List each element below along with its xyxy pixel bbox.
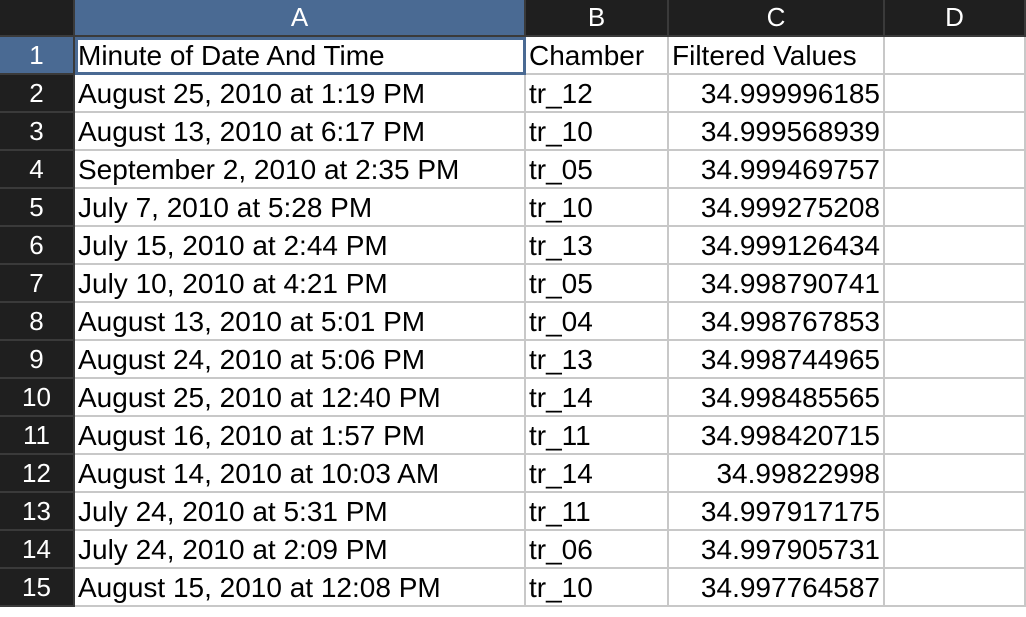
cell-chamber[interactable]: tr_10	[526, 113, 669, 151]
row-header[interactable]: 12	[0, 455, 75, 493]
table-row: 5 July 7, 2010 at 5:28 PM tr_10 34.99927520…	[0, 189, 1026, 227]
cell-date-time[interactable]: September 2, 2010 at 2:35 PM	[75, 151, 526, 189]
cell-d[interactable]	[885, 493, 1026, 531]
cell-d[interactable]	[885, 303, 1026, 341]
cell-filtered-value[interactable]: 34.999275208	[669, 189, 885, 227]
cell-chamber[interactable]: tr_12	[526, 75, 669, 113]
cell-chamber[interactable]: tr_13	[526, 341, 669, 379]
cell-filtered-value[interactable]: 34.99822998	[669, 455, 885, 493]
table-row: 6 July 15, 2010 at 2:44 PM tr_13 34.9991264…	[0, 227, 1026, 265]
row-header[interactable]: 13	[0, 493, 75, 531]
cell-filtered-value[interactable]: 34.999996185	[669, 75, 885, 113]
cell-date-time[interactable]: August 24, 2010 at 5:06 PM	[75, 341, 526, 379]
cell-date-time[interactable]: July 15, 2010 at 2:44 PM	[75, 227, 526, 265]
cell-date-time[interactable]: August 13, 2010 at 5:01 PM	[75, 303, 526, 341]
table-row: 1 Minute of Date And Time Chamber Filter…	[0, 37, 1026, 75]
data-rows: 2 August 25, 2010 at 1:19 PM tr_12 34.99999…	[0, 75, 1026, 607]
cell-date-time[interactable]: July 24, 2010 at 5:31 PM	[75, 493, 526, 531]
cell-chamber[interactable]: tr_04	[526, 303, 669, 341]
table-row: 15 August 15, 2010 at 12:08 PM tr_10 34.997…	[0, 569, 1026, 607]
column-header-a[interactable]: A	[75, 0, 526, 37]
cell-d[interactable]	[885, 113, 1026, 151]
cell-d[interactable]	[885, 341, 1026, 379]
cell-date-time[interactable]: August 15, 2010 at 12:08 PM	[75, 569, 526, 607]
cell-d[interactable]	[885, 151, 1026, 189]
table-row: 2 August 25, 2010 at 1:19 PM tr_12 34.99999…	[0, 75, 1026, 113]
row-header[interactable]: 9	[0, 341, 75, 379]
table-row: 3 August 13, 2010 at 6:17 PM tr_10 34.99956…	[0, 113, 1026, 151]
row-header[interactable]: 4	[0, 151, 75, 189]
cell-d1[interactable]	[885, 37, 1026, 75]
cell-d[interactable]	[885, 227, 1026, 265]
table-row: 12 August 14, 2010 at 10:03 AM tr_14 34.998…	[0, 455, 1026, 493]
cell-c1[interactable]: Filtered Values	[669, 37, 885, 75]
row-header[interactable]: 8	[0, 303, 75, 341]
cell-filtered-value[interactable]: 34.998767853	[669, 303, 885, 341]
cell-d[interactable]	[885, 379, 1026, 417]
cell-d[interactable]	[885, 417, 1026, 455]
row-header[interactable]: 1	[0, 37, 75, 75]
cell-chamber[interactable]: tr_05	[526, 151, 669, 189]
row-header[interactable]: 5	[0, 189, 75, 227]
cell-b1[interactable]: Chamber	[526, 37, 669, 75]
cell-filtered-value[interactable]: 34.999126434	[669, 227, 885, 265]
cell-filtered-value[interactable]: 34.999469757	[669, 151, 885, 189]
cell-filtered-value[interactable]: 34.997917175	[669, 493, 885, 531]
table-row: 10 August 25, 2010 at 12:40 PM tr_14 34.998…	[0, 379, 1026, 417]
cell-filtered-value[interactable]: 34.997905731	[669, 531, 885, 569]
cell-d[interactable]	[885, 75, 1026, 113]
table-row: 7 July 10, 2010 at 4:21 PM tr_05 34.9987907…	[0, 265, 1026, 303]
column-header-row: A B C D	[0, 0, 1026, 37]
row-header[interactable]: 6	[0, 227, 75, 265]
cell-filtered-value[interactable]: 34.998420715	[669, 417, 885, 455]
table-row: 9 August 24, 2010 at 5:06 PM tr_13 34.99874…	[0, 341, 1026, 379]
cell-chamber[interactable]: tr_10	[526, 569, 669, 607]
row-header[interactable]: 14	[0, 531, 75, 569]
row-header[interactable]: 10	[0, 379, 75, 417]
cell-date-time[interactable]: August 25, 2010 at 1:19 PM	[75, 75, 526, 113]
cell-chamber[interactable]: tr_14	[526, 455, 669, 493]
cell-date-time[interactable]: August 14, 2010 at 10:03 AM	[75, 455, 526, 493]
cell-filtered-value[interactable]: 34.998744965	[669, 341, 885, 379]
table-row: 8 August 13, 2010 at 5:01 PM tr_04 34.99876…	[0, 303, 1026, 341]
cell-date-time[interactable]: July 7, 2010 at 5:28 PM	[75, 189, 526, 227]
cell-chamber[interactable]: tr_14	[526, 379, 669, 417]
cell-filtered-value[interactable]: 34.998790741	[669, 265, 885, 303]
row-header[interactable]: 3	[0, 113, 75, 151]
cell-chamber[interactable]: tr_11	[526, 417, 669, 455]
row-header[interactable]: 7	[0, 265, 75, 303]
cell-d[interactable]	[885, 265, 1026, 303]
row-header[interactable]: 15	[0, 569, 75, 607]
cell-d[interactable]	[885, 569, 1026, 607]
cell-filtered-value[interactable]: 34.999568939	[669, 113, 885, 151]
cell-d[interactable]	[885, 531, 1026, 569]
table-row: 13 July 24, 2010 at 5:31 PM tr_11 34.997917…	[0, 493, 1026, 531]
cell-date-time[interactable]: August 25, 2010 at 12:40 PM	[75, 379, 526, 417]
table-row: 4 September 2, 2010 at 2:35 PM tr_05 34.999…	[0, 151, 1026, 189]
cell-chamber[interactable]: tr_10	[526, 189, 669, 227]
cell-date-time[interactable]: July 24, 2010 at 2:09 PM	[75, 531, 526, 569]
cell-chamber[interactable]: tr_05	[526, 265, 669, 303]
cell-chamber[interactable]: tr_13	[526, 227, 669, 265]
cell-d[interactable]	[885, 189, 1026, 227]
cell-filtered-value[interactable]: 34.997764587	[669, 569, 885, 607]
column-header-c[interactable]: C	[669, 0, 885, 37]
row-header[interactable]: 11	[0, 417, 75, 455]
cell-date-time[interactable]: August 16, 2010 at 1:57 PM	[75, 417, 526, 455]
cell-d[interactable]	[885, 455, 1026, 493]
table-row: 11 August 16, 2010 at 1:57 PM tr_11 34.9984…	[0, 417, 1026, 455]
cell-filtered-value[interactable]: 34.998485565	[669, 379, 885, 417]
cell-chamber[interactable]: tr_06	[526, 531, 669, 569]
cell-date-time[interactable]: August 13, 2010 at 6:17 PM	[75, 113, 526, 151]
column-header-b[interactable]: B	[526, 0, 669, 37]
cell-date-time[interactable]: July 10, 2010 at 4:21 PM	[75, 265, 526, 303]
row-header[interactable]: 2	[0, 75, 75, 113]
cell-a1[interactable]: Minute of Date And Time	[75, 37, 526, 75]
table-row: 14 July 24, 2010 at 2:09 PM tr_06 34.997905…	[0, 531, 1026, 569]
cell-chamber[interactable]: tr_11	[526, 493, 669, 531]
select-all-corner[interactable]	[0, 0, 75, 37]
column-header-d[interactable]: D	[885, 0, 1026, 37]
